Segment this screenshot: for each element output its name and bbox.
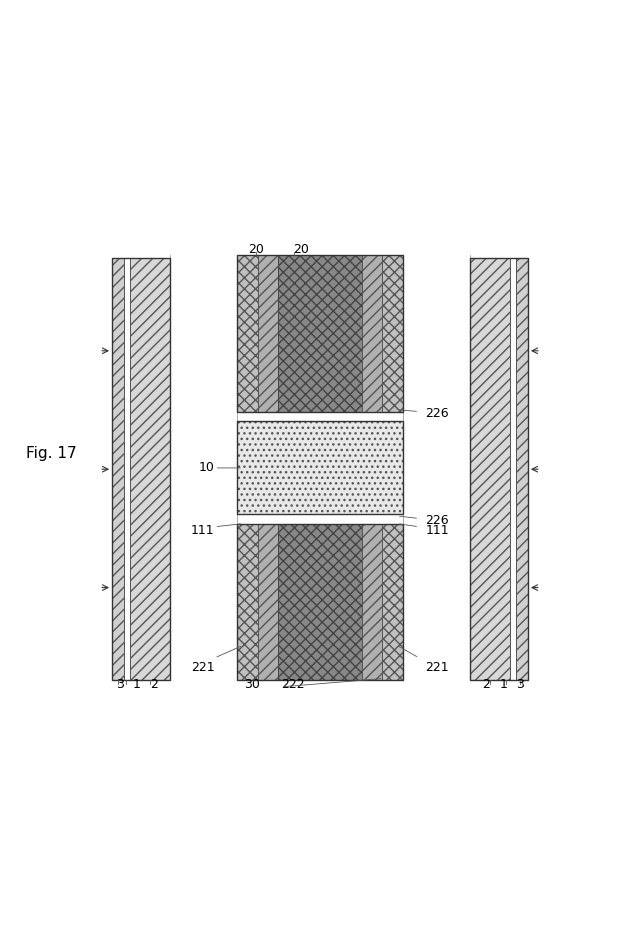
Text: 3: 3 xyxy=(516,678,524,692)
Text: Fig. 17: Fig. 17 xyxy=(26,445,77,460)
Bar xyxy=(362,254,381,412)
Text: 10: 10 xyxy=(198,461,214,474)
Text: 221: 221 xyxy=(191,661,214,674)
Bar xyxy=(470,258,528,680)
Text: 20: 20 xyxy=(293,243,308,256)
Bar xyxy=(278,524,362,680)
Text: 222: 222 xyxy=(282,678,305,692)
Text: 3: 3 xyxy=(116,678,124,692)
Text: 111: 111 xyxy=(426,524,449,537)
Bar xyxy=(237,524,403,680)
Text: 221: 221 xyxy=(426,661,449,674)
Bar xyxy=(237,421,403,514)
Bar xyxy=(259,524,278,680)
Bar xyxy=(509,258,516,680)
Bar xyxy=(259,254,278,412)
Bar xyxy=(131,258,170,680)
Text: 1: 1 xyxy=(132,678,140,692)
Text: 20: 20 xyxy=(248,243,264,256)
Bar xyxy=(381,524,403,680)
Text: 226: 226 xyxy=(426,514,449,527)
Text: 226: 226 xyxy=(426,407,449,420)
Bar xyxy=(112,258,170,680)
Bar xyxy=(237,254,403,412)
Bar xyxy=(124,258,131,680)
Bar xyxy=(278,254,362,412)
Bar xyxy=(237,524,259,680)
Text: 2: 2 xyxy=(483,678,490,692)
Bar xyxy=(237,421,403,514)
Text: 30: 30 xyxy=(244,678,259,692)
Text: 1: 1 xyxy=(500,678,508,692)
Bar xyxy=(112,258,124,680)
Bar xyxy=(381,254,403,412)
Bar xyxy=(237,254,259,412)
Text: 111: 111 xyxy=(191,524,214,537)
Bar xyxy=(362,524,381,680)
Bar xyxy=(516,258,528,680)
Bar xyxy=(470,258,509,680)
Text: 2: 2 xyxy=(150,678,157,692)
